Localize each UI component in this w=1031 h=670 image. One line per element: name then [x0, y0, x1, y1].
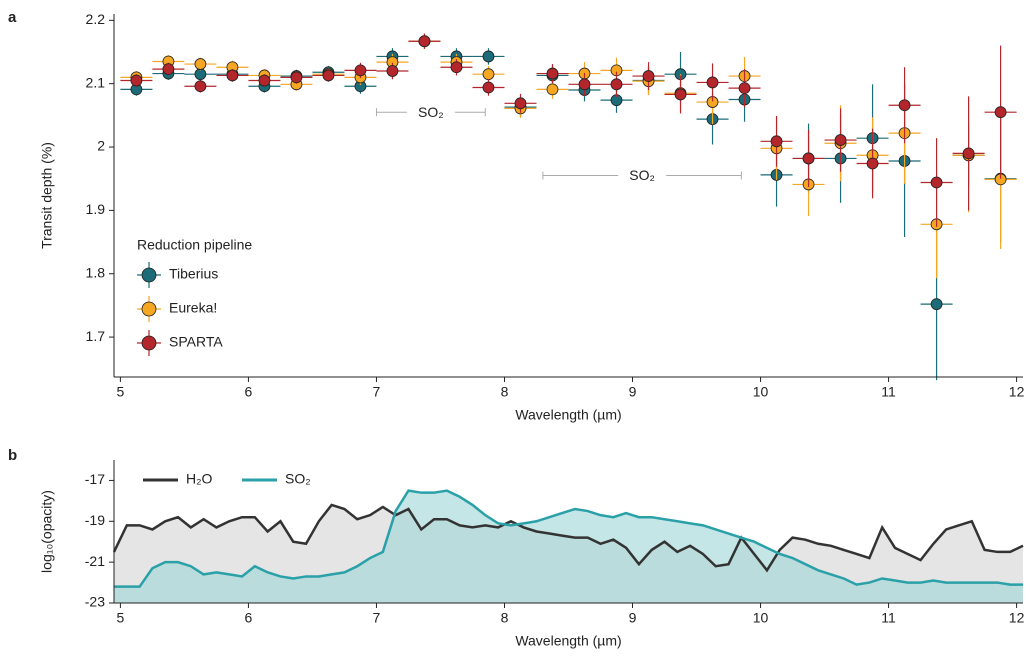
y-tick-label: 1.7: [86, 328, 106, 344]
data-point: [898, 99, 911, 112]
data-point: [290, 71, 303, 84]
area-line: [114, 489, 1023, 588]
x-tick-label: 6: [245, 384, 253, 400]
panel-label: b: [8, 447, 17, 464]
y-tick-label: 2: [97, 138, 105, 154]
x-tick-label: 11: [881, 610, 896, 626]
y-tick-label: -19: [85, 512, 105, 528]
data-point: [610, 78, 623, 91]
y-tick-label: 1.9: [86, 201, 106, 217]
legend-marker: [141, 267, 157, 283]
x-tick-label: 7: [373, 384, 381, 400]
legend-label: SPARTA: [169, 334, 223, 350]
data-point: [482, 81, 495, 94]
data-point: [514, 97, 527, 110]
data-point: [354, 64, 367, 77]
annotation: SO₂: [418, 104, 444, 120]
data-point: [962, 147, 975, 160]
x-axis-label: Wavelength (µm): [515, 633, 621, 649]
data-point: [194, 80, 207, 93]
x-axis-label: Wavelength (µm): [515, 407, 621, 423]
y-tick-label: 2.2: [86, 11, 106, 27]
x-tick-label: 10: [753, 610, 769, 626]
x-tick-label: 8: [501, 610, 509, 626]
data-point: [546, 67, 559, 80]
data-point: [418, 35, 431, 48]
data-point: [706, 76, 719, 89]
data-point: [194, 58, 207, 70]
y-tick-label: 1.8: [86, 264, 106, 280]
data-point: [930, 176, 943, 189]
data-point: [482, 50, 495, 63]
x-tick-label: 5: [117, 610, 125, 626]
x-tick-label: 12: [1009, 610, 1025, 626]
data-point: [450, 61, 463, 74]
legend-marker: [141, 335, 157, 351]
x-tick-label: 12: [1009, 384, 1025, 400]
area-fill: [114, 490, 1023, 603]
x-tick-label: 8: [501, 384, 509, 400]
y-tick-label: -17: [85, 471, 105, 487]
area-line: [112, 503, 1024, 573]
data-point: [738, 82, 751, 95]
data-point: [162, 63, 175, 76]
data-point: [802, 152, 815, 165]
data-point: [578, 78, 591, 91]
data-point: [930, 298, 943, 311]
data-point: [258, 74, 271, 87]
legend-title: Reduction pipeline: [137, 237, 252, 253]
data-point: [322, 69, 335, 82]
y-tick-label: -23: [85, 594, 105, 610]
panel-label: a: [8, 9, 17, 26]
x-tick-label: 5: [117, 384, 125, 400]
data-point: [386, 65, 399, 77]
y-axis-label: log₁₀(opacity): [39, 490, 55, 573]
y-tick-label: 2.1: [86, 74, 106, 90]
x-tick-label: 11: [881, 384, 896, 400]
data-point: [226, 69, 239, 82]
x-tick-label: 7: [373, 610, 381, 626]
legend-marker: [141, 301, 157, 317]
x-tick-label: 9: [629, 610, 637, 626]
legend-label: Eureka!: [169, 300, 217, 316]
annotation: SO₂: [629, 167, 655, 183]
data-point: [642, 70, 655, 82]
y-tick-label: -21: [85, 553, 105, 569]
data-point: [130, 74, 143, 87]
x-tick-label: 9: [629, 384, 637, 400]
data-point: [674, 88, 687, 101]
data-point: [834, 134, 847, 146]
legend-label: H₂O: [186, 471, 213, 487]
legend-label: SO₂: [285, 471, 311, 487]
x-tick-label: 10: [753, 384, 769, 400]
data-point: [546, 83, 559, 96]
data-point: [770, 135, 783, 148]
x-tick-label: 6: [245, 610, 253, 626]
legend-label: Tiberius: [169, 266, 218, 282]
data-point: [866, 157, 879, 170]
y-axis-label: Transit depth (%): [39, 142, 55, 249]
data-point: [994, 106, 1007, 119]
data-point: [482, 68, 495, 81]
